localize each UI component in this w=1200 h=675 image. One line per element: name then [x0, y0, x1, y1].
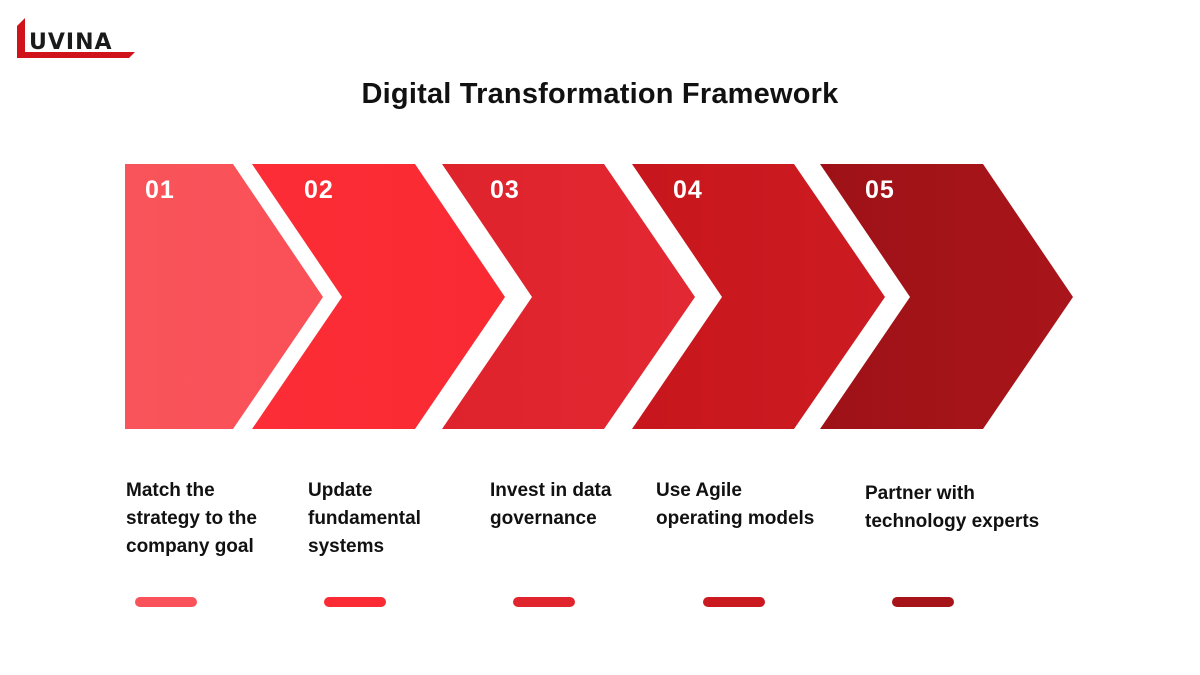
step-description-1: Match the strategy to the company goal: [126, 480, 257, 557]
step-bar-3: [513, 597, 575, 607]
step-number-4: 04: [673, 176, 703, 204]
step-description-3: Invest in data governance: [490, 480, 612, 529]
chevron-step-1: [125, 164, 323, 429]
step-description-4: Use Agile operating models: [656, 480, 815, 529]
step-bar-4: [703, 597, 765, 607]
chevron-step-4: [632, 164, 885, 429]
chevron-step-5: [820, 164, 1073, 429]
step-number-1: 01: [145, 176, 175, 204]
step-bar-2: [324, 597, 386, 607]
page-title: Digital Transformation Framework: [361, 78, 839, 110]
step-number-5: 05: [865, 176, 895, 204]
uvina-logo: UVINA: [17, 18, 137, 60]
logo-text: UVINA: [29, 30, 113, 55]
step-number-2: 02: [304, 176, 334, 204]
step-bar-5: [892, 597, 954, 607]
step-description-5: Partner with technology experts: [865, 483, 1040, 532]
chevron-step-2: [252, 164, 505, 429]
chevron-step-3: [442, 164, 695, 429]
step-description-2: Update fundamental systems: [308, 480, 421, 557]
step-number-3: 03: [490, 176, 520, 204]
step-bar-1: [135, 597, 197, 607]
